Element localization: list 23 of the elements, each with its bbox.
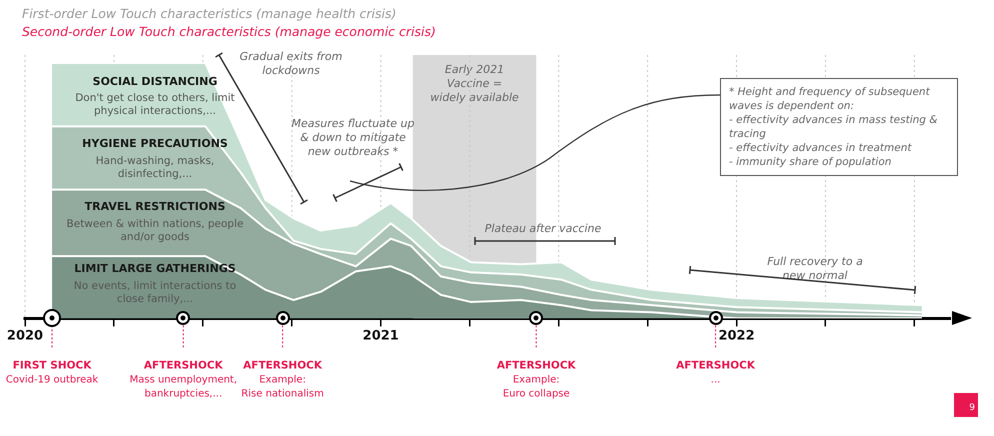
x-tick-label: 2020	[6, 328, 44, 344]
annotation: Don't get close to others, limit physical interactions,...	[74, 92, 236, 118]
series-label: SOCIAL DISTANCING	[92, 75, 218, 88]
annotation: * Height and frequency of subsequent waves is dependent on: - effectivity advances in mass testing & tracing - effectivity advances in treatment - immunity share of population	[720, 78, 958, 176]
ref-line-label: AFTERSHOCK Mass unemployment, bankruptcies,...	[130, 359, 238, 400]
annotation: No events, limit interactions to close family,...	[72, 280, 238, 306]
series-label: TRAVEL RESTRICTIONS	[84, 200, 226, 213]
annotation: Measures fluctuate up & down to mitigate new outbreaks *	[290, 117, 416, 159]
annotation: Hand-washing, masks, disinfecting,...	[94, 155, 216, 181]
x-tick-label: 2021	[362, 328, 399, 344]
series-label: HYGIENE PRECAUTIONS	[82, 137, 228, 150]
ref-line-label: FIRST SHOCK Covid-19 outbreak	[6, 359, 98, 386]
annotation: Between & within nations, people and/or goods	[66, 218, 244, 244]
x-tick-label: 2022	[718, 328, 755, 344]
text: 9	[954, 393, 978, 417]
annotation: Plateau after vaccine	[484, 222, 602, 236]
band-label: Early 2021 Vaccine = widely available	[430, 63, 520, 104]
ref-line-label: AFTERSHOCK Example: Euro collapse	[496, 359, 577, 400]
chart-title: First-order Low Touch characteristics (manage health crisis)	[22, 6, 396, 21]
ref-line-label: AFTERSHOCK Example: Rise nationalism	[241, 359, 324, 400]
ref-line-label: AFTERSHOCK ...	[676, 359, 756, 386]
chart-subtitle: Second-order Low Touch characteristics (manage economic crisis)	[22, 24, 436, 39]
annotation: Gradual exits from lockdowns	[238, 50, 344, 78]
